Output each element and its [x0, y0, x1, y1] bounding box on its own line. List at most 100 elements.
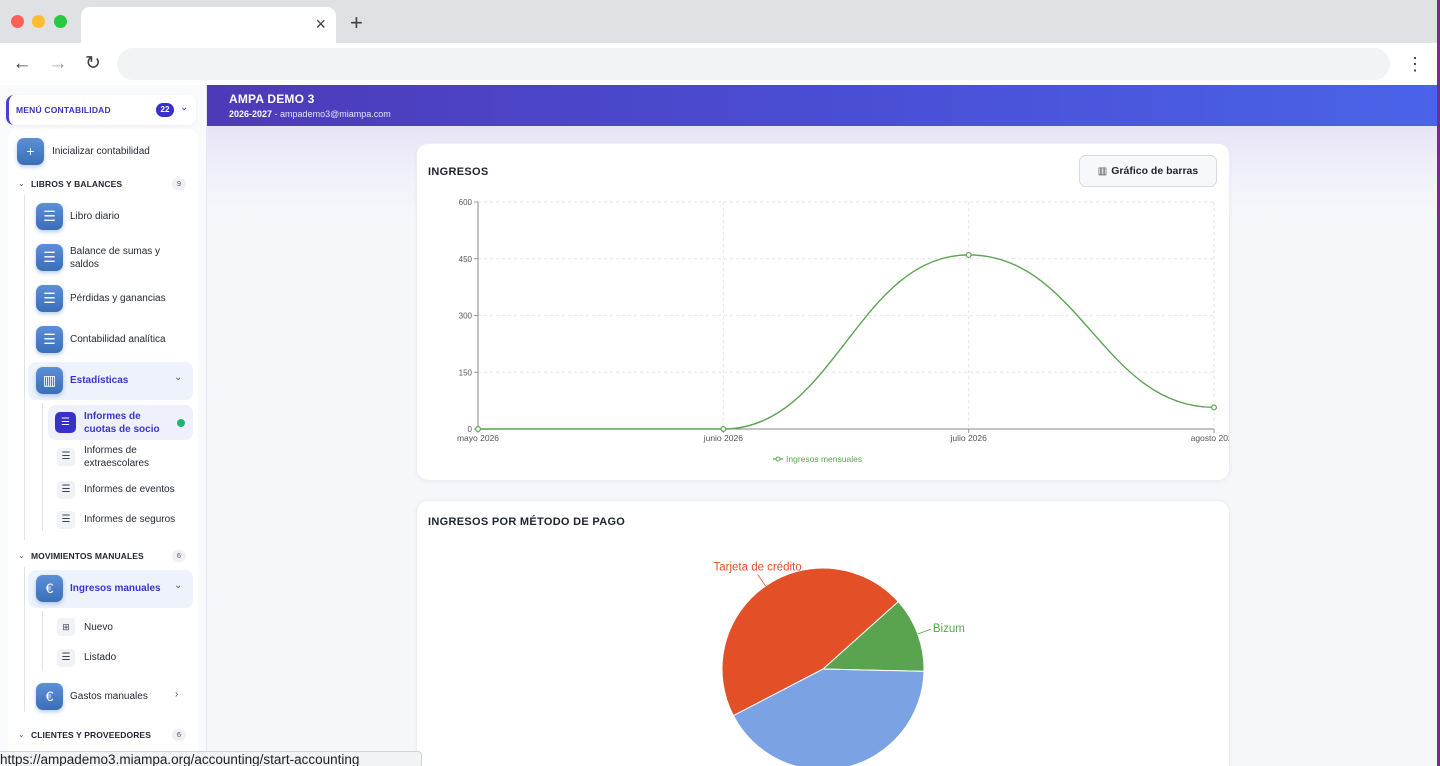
metodo-pago-card: INGRESOS POR MÉTODO DE PAGO Bizum Tarjeta… [416, 500, 1230, 766]
y-tick-label: 450 [459, 255, 473, 264]
window-minimize-button[interactable] [32, 15, 45, 28]
y-tick-label: 0 [468, 425, 473, 434]
section-movimientos-manuales[interactable]: ⌄ MOVIMIENTOS MANUALES 6 [18, 550, 190, 564]
euro-icon: € [36, 575, 63, 602]
series-line-ingresos-mensuales [478, 254, 1215, 430]
browser-menu-icon[interactable]: ⋮ [1406, 54, 1424, 74]
sidebar-item-label: Informes de eventos [84, 484, 175, 495]
sidebar-item-ingresos-manuales[interactable]: € Ingresos manuales ⌄ [28, 570, 193, 608]
active-indicator-dot [177, 419, 185, 427]
sidebar-item-label: Ingresos manuales [70, 583, 161, 594]
legend-label: Ingresos mensuales [786, 454, 862, 464]
y-tick-label: 150 [459, 368, 473, 377]
sidebar-item-label: Contabilidad analítica [70, 334, 166, 345]
chevron-right-icon: › [175, 689, 179, 700]
forward-arrow-icon[interactable]: → [48, 53, 68, 74]
data-point [1210, 404, 1217, 411]
tree-line [42, 611, 43, 671]
x-tick-label: junio 2026 [703, 433, 744, 443]
tab-close-icon[interactable]: × [315, 14, 326, 34]
button-label: Gráfico de barras [1111, 165, 1199, 177]
reload-icon[interactable]: ↻ [85, 53, 101, 74]
section-clientes-proveedores[interactable]: ⌄ CLIENTES Y PROVEEDORES 6 [18, 729, 190, 743]
list-icon: ☰ [57, 649, 75, 667]
tree-line [24, 567, 25, 712]
section-libros-balances[interactable]: ⌄ LIBROS Y BALANCES 9 [18, 178, 190, 192]
status-url-bar: https://ampademo3.miampa.org/accounting/… [0, 751, 422, 766]
sidebar-item-estadisticas[interactable]: ▥ Estadísticas ⌄ [28, 362, 193, 400]
data-point [474, 426, 481, 433]
back-arrow-icon[interactable]: ← [12, 53, 32, 74]
pie-slice-3 [721, 567, 899, 717]
window-close-button[interactable] [11, 15, 24, 28]
y-tick-label: 600 [459, 198, 473, 207]
sidebar-item-informes-cuotas[interactable]: ☰ Informes de cuotas de socio [48, 405, 193, 440]
chevron-down-icon: ⌄ [174, 580, 183, 591]
ingresos-card: INGRESOS ▥ Gráfico de barras 0 150 300 450 60… [416, 143, 1230, 481]
plus-square-icon: ⊞ [57, 618, 75, 636]
org-subtitle: 2026-2027 - ampademo3@miampa.com [229, 109, 391, 119]
chevron-down-icon: ⌄ [18, 179, 25, 188]
pie-label: Bizum [933, 623, 965, 635]
chevron-down-icon: ⌄ [18, 730, 25, 739]
list-icon: ☰ [36, 326, 63, 353]
list-icon: ☰ [57, 481, 75, 499]
page-viewport: MENÚ CONTABILIDAD 22 ⌄ + Inicializar con… [0, 85, 1437, 766]
sidebar-item-label: Listado [84, 652, 117, 663]
org-email: ampademo3@miampa.com [280, 109, 391, 119]
data-point [720, 426, 727, 433]
section-label: LIBROS Y BALANCES [31, 179, 123, 189]
sidebar-item-label: Estadísticas [70, 375, 129, 386]
section-label: CLIENTES Y PROVEEDORES [31, 730, 151, 740]
bar-chart-icon: ▥ [1097, 166, 1108, 177]
bar-chart-toggle-button[interactable]: ▥ Gráfico de barras [1079, 155, 1217, 187]
x-tick-label: julio 2026 [949, 433, 987, 443]
list-icon: ☰ [36, 244, 63, 271]
sidebar-item-label: Informes de extraescolares [84, 445, 150, 469]
browser-toolbar: ← → ↻ ⋮ [0, 43, 1440, 85]
school-year: 2026-2027 [229, 109, 273, 119]
bar-chart-icon: ▥ [36, 367, 63, 394]
list-icon: ☰ [57, 511, 75, 529]
browser-tab[interactable]: × [81, 7, 336, 43]
chevron-down-icon: ⌄ [180, 102, 189, 113]
sidebar-item-label: Pérdidas y ganancias [70, 293, 166, 304]
legend-marker [775, 456, 781, 462]
new-tab-button[interactable]: + [350, 10, 363, 35]
section-count-badge: 6 [172, 550, 186, 562]
plus-icon: + [17, 138, 44, 165]
init-accounting-label: Inicializar contabilidad [52, 146, 150, 157]
card-title: INGRESOS [428, 166, 489, 178]
sidebar-item-label: Informes de seguros [84, 514, 176, 525]
pie-label: Tarjeta de crédito [713, 561, 801, 573]
ingresos-line-chart: 0 150 300 450 600 mayo 2026 junio 2026 julio 20… [457, 198, 1229, 464]
list-icon: ☰ [36, 285, 63, 312]
sidebar-item-label: Gastos manuales [70, 691, 148, 702]
section-count-badge: 9 [172, 178, 186, 190]
menu-title: MENÚ CONTABILIDAD [16, 105, 111, 115]
sidebar-item-label: Informes de cuotas de socio [84, 411, 160, 435]
window-edge [1437, 0, 1440, 766]
list-icon: ☰ [36, 203, 63, 230]
pie-label-leader [917, 628, 932, 635]
accounting-menu-header[interactable]: MENÚ CONTABILIDAD 22 ⌄ [6, 95, 196, 125]
tree-line [24, 195, 25, 540]
tree-line [42, 403, 43, 531]
sidebar-panel [8, 129, 198, 766]
subtitle-separator: - [272, 109, 281, 119]
section-count-badge: 6 [172, 729, 186, 741]
window-maximize-button[interactable] [54, 15, 67, 28]
pie-label-leader [757, 574, 766, 587]
sidebar-item-label: Libro diario [70, 211, 120, 222]
metodo-pago-pie-chart: Bizum Tarjeta de crédito [713, 561, 965, 766]
card-title: INGRESOS POR MÉTODO DE PAGO [428, 516, 626, 528]
sidebar-item-label: Balance de sumas y saldos [70, 246, 161, 270]
address-bar[interactable] [117, 48, 1390, 80]
x-tick-label: agosto 2026 [1191, 433, 1229, 443]
y-tick-label: 300 [459, 312, 473, 321]
list-icon: ☰ [57, 448, 75, 466]
pie-slice-2 [732, 668, 925, 766]
accounting-sidebar: MENÚ CONTABILIDAD 22 ⌄ + Inicializar con… [0, 85, 207, 766]
browser-tab-bar: × + [0, 0, 1440, 43]
euro-icon: € [36, 683, 63, 710]
